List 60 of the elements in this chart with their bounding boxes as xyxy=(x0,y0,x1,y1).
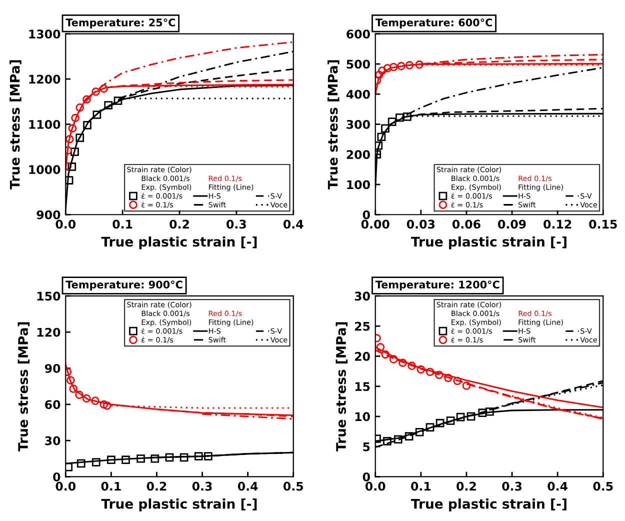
x-tick-label: 0.2 xyxy=(146,482,166,491)
y-axis-title: True stress [MPa] xyxy=(18,322,30,452)
x-tick-label: 0.15 xyxy=(589,220,617,229)
y-tick-label: 1000 xyxy=(29,165,60,174)
chart-title: Temperature: 900°C xyxy=(66,280,182,291)
x-axis-title: True plastic strain [-] xyxy=(411,236,566,250)
y-tick-label: 0 xyxy=(362,472,370,482)
x-tick-label: 0.3 xyxy=(192,482,212,491)
y-tick-label: 1300 xyxy=(29,30,60,39)
y-tick-label: 1100 xyxy=(29,120,60,129)
y-tick-label: 200 xyxy=(346,150,370,160)
y-tick-label: 10 xyxy=(355,412,370,422)
x-tick-label: 0.5 xyxy=(283,482,304,491)
x-tick-label: 0.1 xyxy=(112,220,132,229)
y-tick-label: 150 xyxy=(37,292,60,301)
y-tick-label: 1200 xyxy=(29,74,60,84)
y-tick-label: 20 xyxy=(355,352,370,361)
y-tick-label: 15 xyxy=(355,382,370,391)
y-tick-label: 0 xyxy=(53,472,60,482)
x-tick-label: 0.0 xyxy=(56,220,76,229)
y-tick-label: 900 xyxy=(36,210,60,220)
x-tick-label: 0.0 xyxy=(56,482,76,491)
y-tick-label: 25 xyxy=(355,322,370,331)
chart-title: Temperature: 1200°C xyxy=(375,280,500,291)
x-tick-label: 0.1 xyxy=(411,482,431,491)
x-tick-label: 0.0 xyxy=(365,482,386,491)
x-tick-label: 0.09 xyxy=(498,220,526,229)
x-tick-label: 0.03 xyxy=(406,220,435,229)
y-axis-title: True stress [MPa] xyxy=(328,60,340,190)
x-tick-label: 0.3 xyxy=(226,220,246,229)
chart-title: Temperature: 25°C xyxy=(66,18,176,28)
y-tick-label: 120 xyxy=(37,328,60,337)
y-tick-label: 300 xyxy=(346,120,370,129)
x-tick-label: 0.00 xyxy=(361,220,390,229)
x-tick-label: 0.1 xyxy=(101,482,121,491)
y-tick-label: 600 xyxy=(346,30,370,39)
x-axis-title: True plastic strain [-] xyxy=(101,236,257,250)
chart-title: Temperature: 600°C xyxy=(375,18,492,28)
x-tick-label: 0.12 xyxy=(544,220,572,229)
x-tick-label: 0.06 xyxy=(452,220,480,229)
x-tick-label: 0.3 xyxy=(502,482,522,491)
y-tick-label: 400 xyxy=(346,90,370,99)
y-tick-label: 30 xyxy=(354,292,370,301)
y-tick-label: 5 xyxy=(363,442,370,452)
y-axis-title: True stress [MPa] xyxy=(336,322,348,452)
y-tick-label: 30 xyxy=(45,436,60,446)
x-axis-title: True plastic strain [-] xyxy=(411,498,566,512)
y-tick-label: 100 xyxy=(347,180,370,190)
y-tick-label: 0 xyxy=(362,210,370,220)
y-axis-title: True stress [MPa] xyxy=(10,60,22,190)
x-tick-label: 0.4 xyxy=(238,482,258,491)
x-tick-label: 0.4 xyxy=(548,482,568,491)
x-tick-label: 0.4 xyxy=(283,220,304,229)
x-tick-label: 0.2 xyxy=(456,482,476,491)
x-tick-label: 0.2 xyxy=(170,220,189,229)
y-tick-label: 500 xyxy=(346,60,370,69)
y-tick-label: 90 xyxy=(44,364,60,373)
y-tick-label: 60 xyxy=(45,400,60,410)
x-axis-title: True plastic strain [-] xyxy=(101,498,257,512)
x-tick-label: 0.5 xyxy=(593,482,613,491)
